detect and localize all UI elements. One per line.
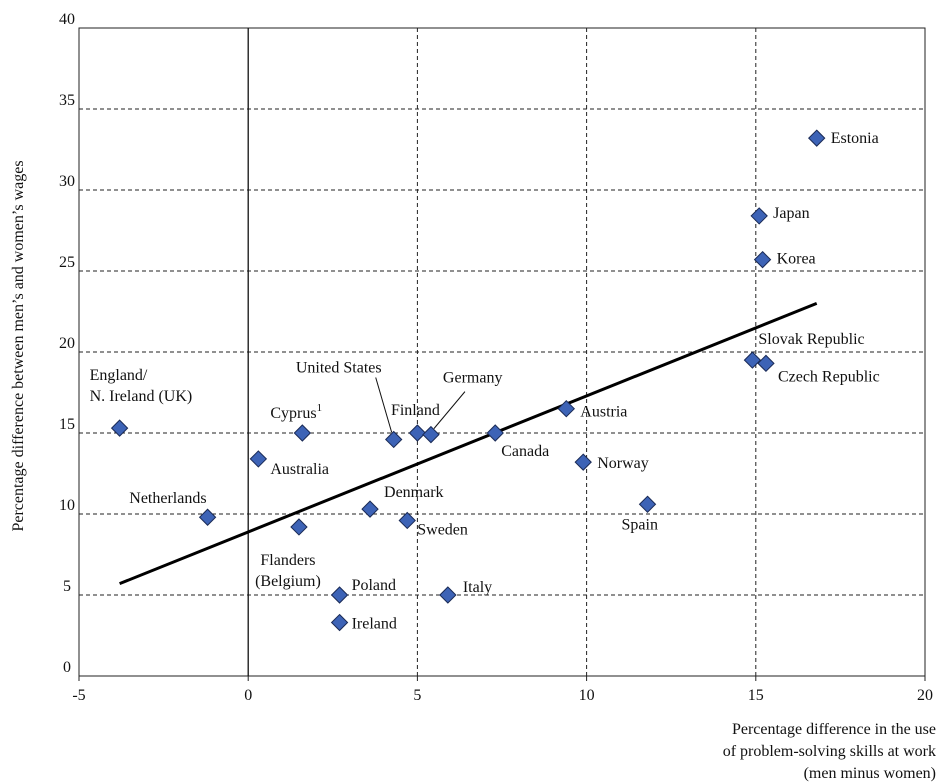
- point-label: Italy: [463, 579, 492, 596]
- y-tick-label: 40: [59, 11, 75, 28]
- point-label: Czech Republic: [778, 368, 880, 385]
- x-tick-label: 20: [917, 687, 933, 704]
- x-axis-title-line: of problem-solving skills at work: [723, 743, 936, 760]
- point-label: Denmark: [384, 484, 444, 501]
- y-tick-label: 35: [59, 92, 75, 109]
- data-point-marker: [743, 351, 762, 369]
- data-point-marker: [574, 453, 592, 471]
- x-tick-label: 0: [244, 687, 252, 704]
- point-label: Finland: [391, 402, 440, 419]
- y-tick-label: 5: [63, 578, 71, 595]
- x-tick-label: 10: [579, 687, 595, 704]
- data-point-marker: [750, 207, 768, 225]
- y-axis-title: Percentage difference between men’s and …: [10, 160, 27, 531]
- point-label: United States: [296, 359, 382, 376]
- data-point-marker: [398, 511, 416, 530]
- data-point-marker: [557, 399, 576, 418]
- data-point-marker: [808, 129, 826, 147]
- data-point-marker: [486, 424, 504, 442]
- point-label: Cyprus1: [270, 402, 322, 422]
- data-point-marker: [422, 425, 440, 444]
- data-point-marker: [757, 354, 775, 373]
- x-tick-label: 5: [413, 687, 421, 704]
- data-point-marker: [330, 586, 349, 604]
- data-point-marker: [293, 424, 312, 442]
- data-point-marker: [198, 508, 217, 526]
- point-label: Flanders (Belgium): [255, 552, 321, 590]
- y-tick-label: 30: [59, 173, 75, 190]
- data-points: [110, 129, 826, 632]
- y-tick-label: 25: [59, 254, 75, 271]
- point-label: Japan: [773, 205, 809, 222]
- data-point-marker: [330, 613, 349, 632]
- data-point-marker: [638, 495, 657, 513]
- point-label: Netherlands: [129, 490, 206, 507]
- trendline-group: [119, 302, 818, 586]
- point-label: Slovak Republic: [758, 331, 864, 348]
- point-label: Ireland: [352, 616, 397, 633]
- label-leader-line: [433, 391, 466, 429]
- label-leader-line: [375, 377, 393, 433]
- point-label: Austria: [580, 404, 627, 421]
- data-point-marker: [439, 586, 457, 604]
- data-point-marker: [361, 500, 379, 518]
- point-label: Poland: [352, 577, 396, 594]
- y-tick-label: 0: [63, 659, 71, 676]
- point-label: Canada: [501, 443, 549, 460]
- point-labels: England/N. Ireland (UK) Netherlands Austra…: [90, 130, 880, 632]
- data-point-marker: [290, 518, 308, 536]
- axes: [78, 27, 926, 681]
- y-tick-label: 10: [59, 497, 75, 514]
- data-point-marker: [408, 424, 427, 442]
- data-point-marker: [110, 419, 129, 437]
- x-axis-title-line: (men minus women): [804, 765, 936, 782]
- point-label: England/N. Ireland (UK): [90, 367, 193, 405]
- point-label: Sweden: [417, 521, 468, 538]
- x-tick-label: -5: [72, 687, 85, 704]
- point-label: Korea: [777, 251, 816, 268]
- data-point-marker: [249, 450, 268, 468]
- data-point-marker: [385, 430, 403, 449]
- axis-titles: Percentage difference between men’s and …: [10, 160, 936, 782]
- grid-lines: [79, 28, 925, 676]
- point-label: Norway: [597, 455, 649, 472]
- point-label: Spain: [622, 516, 658, 533]
- x-tick-label: 15: [748, 687, 764, 704]
- point-label: Germany: [443, 370, 503, 387]
- y-tick-label: 15: [59, 416, 75, 433]
- y-tick-label: 20: [59, 335, 75, 352]
- point-label: Australia: [270, 461, 329, 478]
- plot-frame: [78, 27, 926, 677]
- trendline: [119, 302, 818, 586]
- x-axis-title-line: Percentage difference in the use: [732, 721, 936, 738]
- data-point-marker: [753, 250, 772, 269]
- point-label: Estonia: [831, 130, 879, 147]
